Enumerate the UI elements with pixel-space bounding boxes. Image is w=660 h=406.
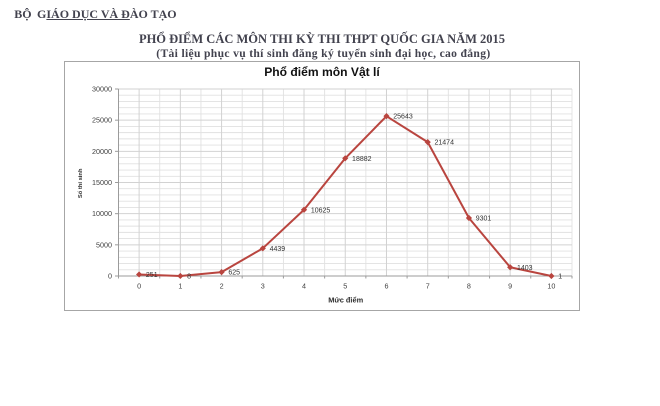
- svg-text:25000: 25000: [92, 116, 112, 125]
- svg-text:10000: 10000: [92, 209, 112, 218]
- svg-text:21474: 21474: [435, 140, 455, 147]
- svg-text:18882: 18882: [352, 156, 372, 163]
- svg-text:9301: 9301: [476, 216, 492, 223]
- svg-text:7: 7: [426, 282, 430, 291]
- svg-text:251: 251: [146, 272, 158, 279]
- svg-text:8: 8: [187, 273, 191, 280]
- svg-text:10: 10: [547, 282, 555, 291]
- svg-text:8: 8: [467, 282, 471, 291]
- svg-text:4: 4: [302, 282, 306, 291]
- svg-text:5: 5: [343, 282, 347, 291]
- svg-text:1: 1: [178, 282, 182, 291]
- svg-text:Phổ điểm môn Vật lí: Phổ điểm môn Vật lí: [264, 65, 380, 79]
- svg-text:1: 1: [558, 273, 562, 280]
- svg-text:10625: 10625: [311, 207, 331, 214]
- svg-text:20000: 20000: [92, 147, 112, 156]
- svg-text:1403: 1403: [517, 265, 533, 272]
- svg-text:625: 625: [228, 270, 240, 277]
- svg-text:0: 0: [137, 282, 141, 291]
- svg-text:0: 0: [108, 272, 112, 281]
- svg-text:2: 2: [220, 282, 224, 291]
- svg-text:9: 9: [508, 282, 512, 291]
- svg-text:Mức điểm: Mức điểm: [328, 295, 363, 304]
- svg-text:Số thí sinh: Số thí sinh: [77, 168, 84, 198]
- svg-text:4439: 4439: [270, 246, 286, 253]
- svg-text:5000: 5000: [96, 240, 112, 249]
- svg-text:25643: 25643: [393, 114, 413, 121]
- svg-text:15000: 15000: [92, 178, 112, 187]
- svg-text:3: 3: [261, 282, 265, 291]
- svg-text:30000: 30000: [92, 85, 112, 94]
- svg-text:6: 6: [384, 282, 388, 291]
